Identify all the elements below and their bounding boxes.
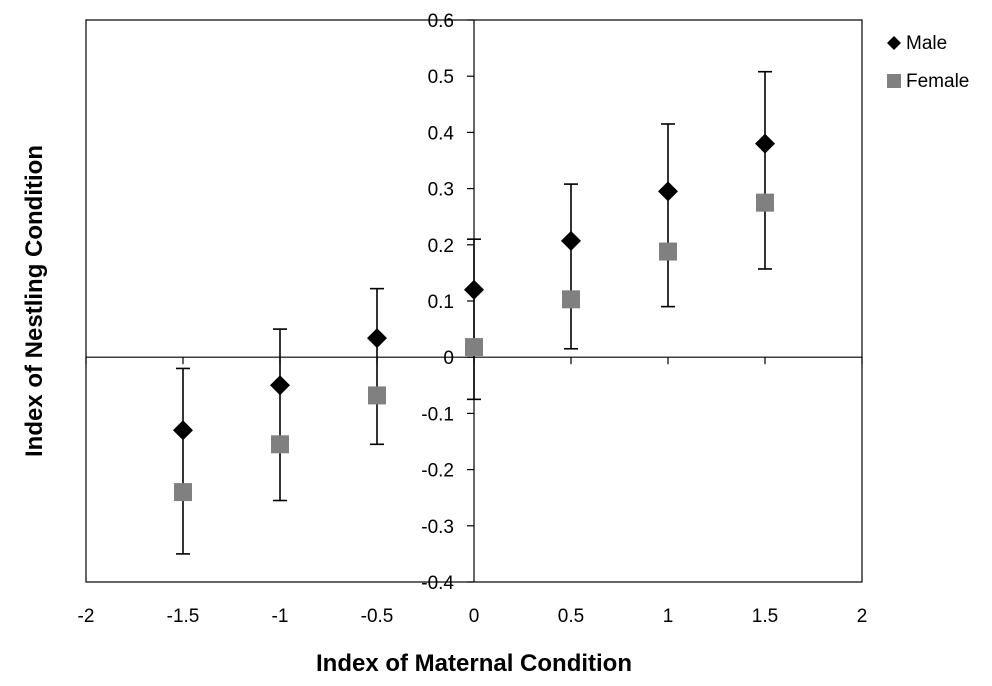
y-tick-label: 0.2 [428,236,454,257]
female-data-point [271,435,289,454]
x-tick-label: 2 [857,606,868,627]
male-data-point [561,230,581,251]
legend-male-marker [887,36,901,50]
y-tick-label: 0.5 [428,67,454,88]
x-tick-label: 0.5 [558,606,584,627]
female-data-point [659,242,677,261]
male-data-point [367,328,387,349]
legend: Male Female [887,33,969,92]
female-data-point [756,193,774,212]
markers [173,133,775,502]
female-data-point [562,290,580,309]
x-tick-label: 1 [663,606,674,627]
y-tick-label: 0.6 [428,11,454,32]
x-axis-title: Index of Maternal Condition [316,650,632,677]
legend-female-label: Female [906,71,969,92]
female-data-point [174,483,192,502]
y-tick-label: -0.4 [421,573,454,594]
x-tick-label: 1.5 [752,606,778,627]
x-tick-label: -1.5 [167,606,200,627]
female-data-point [368,386,386,405]
male-data-point [270,375,290,396]
legend-male-label: Male [906,33,947,54]
y-tick-label: 0.3 [428,180,454,201]
x-tick-label: -0.5 [361,606,394,627]
y-tick-label: 0.4 [428,123,455,144]
male-data-point [464,279,484,300]
y-axis-title: Index of Nestling Condition [21,145,48,457]
error-bars [176,70,772,555]
legend-female-marker [887,74,901,88]
y-tick-label: 0.1 [428,292,454,313]
female-data-point [465,338,483,357]
y-tick-label: 0 [443,348,454,369]
x-tick-label: -2 [78,606,95,627]
y-tick-label: -0.3 [421,517,454,538]
y-tick-label: -0.1 [421,404,454,425]
tick-labels: -2 -1.5 -1 -0.5 0 0.5 1 1.5 2 0.6 0.5 0.4 0.3 0.2 0.1 0… [78,11,868,627]
y-tick-label: -0.2 [421,461,454,482]
x-tick-label: -1 [272,606,289,627]
male-data-point [755,133,775,154]
male-data-point [173,420,193,441]
male-data-point [658,181,678,202]
x-tick-label: 0 [469,606,480,627]
